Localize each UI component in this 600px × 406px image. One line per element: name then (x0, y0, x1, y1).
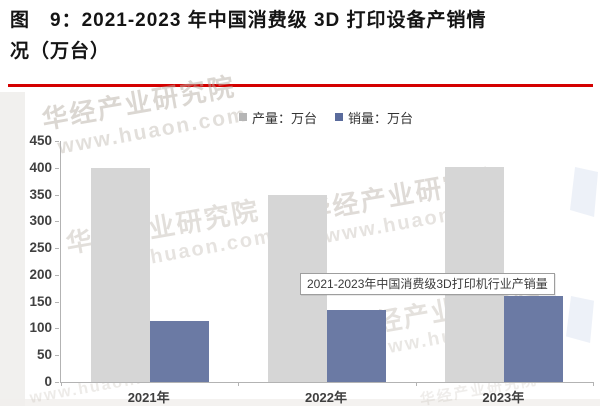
plot-area (60, 141, 594, 386)
y-axis-tick (55, 194, 59, 196)
y-axis-tick (55, 167, 59, 169)
legend-swatch-production (238, 113, 247, 121)
y-axis-tick-label-350: 350 (29, 186, 52, 202)
watermark-logo-shape (566, 296, 594, 343)
chart-legend: 产量：万台 销量：万台 (60, 108, 592, 127)
bar-sales-2022 (327, 309, 386, 382)
y-axis-tick (55, 382, 59, 383)
legend-item-production: 产量：万台 (238, 108, 317, 127)
legend-swatch-sales (335, 113, 343, 121)
y-axis-tick (55, 221, 59, 223)
x-axis-tick (238, 382, 240, 386)
y-axis-tick (55, 328, 59, 330)
chart-tooltip: 2021-2023年中国消费级3D打印机行业产销量 (300, 273, 555, 295)
legend-label-sales: 销量：万台 (348, 110, 414, 126)
y-axis-tick (55, 274, 59, 276)
x-axis-tick (61, 382, 62, 386)
page-edge-shade-left (0, 92, 25, 406)
x-axis-label-2022: 2022年 (305, 390, 347, 405)
title-underline (8, 84, 593, 87)
bar-sales-2023 (504, 296, 564, 382)
x-axis-label-2023: 2023年 (482, 390, 525, 405)
y-axis-tick (55, 301, 59, 303)
x-axis-tick (415, 382, 417, 386)
y-axis-tick-label-50: 50 (36, 347, 52, 363)
page-edge-shade-bottom (0, 399, 600, 406)
bar-sales-2021 (149, 321, 209, 382)
y-axis-tick-label-150: 150 (29, 293, 52, 309)
y-axis-tick (55, 248, 59, 250)
x-axis-label-2021: 2021年 (127, 390, 170, 405)
y-axis-tick-label-400: 400 (29, 159, 52, 175)
y-axis-tick-label-250: 250 (29, 240, 52, 256)
bar-production-2021 (90, 167, 150, 382)
y-axis-tick (55, 355, 59, 357)
legend-item-sales: 销量：万台 (335, 108, 413, 127)
y-axis-tick-label-200: 200 (29, 266, 52, 282)
figure-title: 图 9：2021-2023 年中国消费级 3D 打印设备产销情况（万台） (10, 10, 487, 62)
watermark-logo-shape (570, 167, 598, 217)
y-axis-tick (55, 141, 59, 142)
y-axis-tick-label-450: 450 (29, 133, 52, 148)
x-axis-tick (593, 382, 594, 386)
y-axis-tick-label-300: 300 (29, 213, 52, 229)
y-axis-tick-label-100: 100 (29, 320, 52, 336)
y-axis-tick-label-0: 0 (44, 374, 52, 389)
legend-label-production: 产量：万台 (251, 110, 317, 126)
